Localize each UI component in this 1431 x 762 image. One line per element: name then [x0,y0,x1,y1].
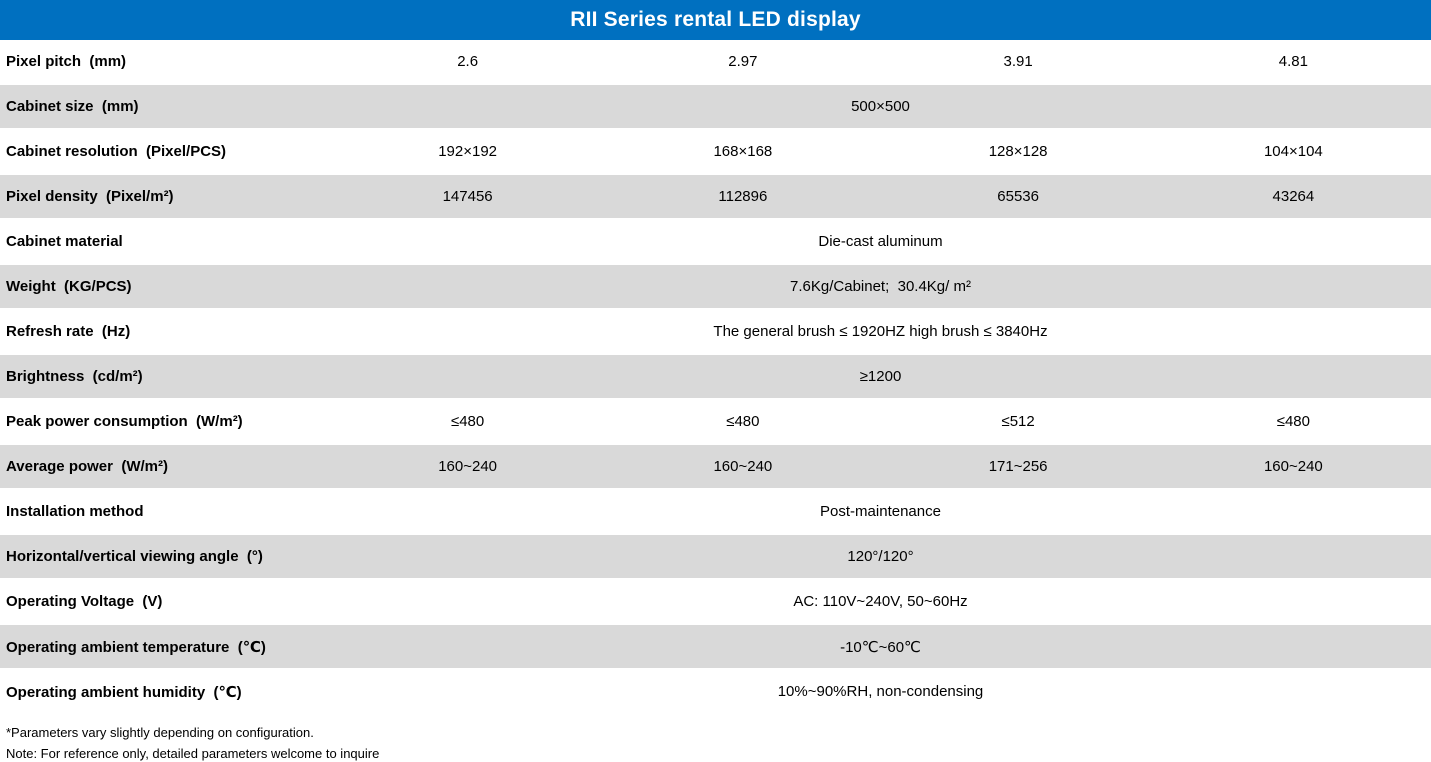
row-value: 168×168 [713,143,773,160]
row-label: Pixel pitch (mm) [6,53,127,70]
table-row: Installation method Post-maintenance [0,490,1431,535]
row-label: Brightness (cd/m²) [6,368,143,385]
page-title: RII Series rental LED display [570,8,861,31]
row-label: Installation method [6,503,144,520]
table-row: Operating Voltage (V) AC: 110V~240V, 50~6… [0,580,1431,625]
table-row: Average power (W/m²) 160~240 160~240 171~25… [0,445,1431,490]
row-label: Operating ambient temperature (℃) [6,638,266,656]
table-row: Cabinet resolution (Pixel/PCS) 192×192 168… [0,130,1431,175]
row-label: Operating Voltage (V) [6,593,163,610]
row-value: 171~256 [988,458,1048,475]
footnotes: *Parameters vary slightly depending on c… [0,715,1431,762]
table-row: Pixel pitch (mm) 2.6 2.97 3.91 4.81 [0,40,1431,85]
table-row: Operating ambient temperature (℃) -10℃~60… [0,625,1431,670]
row-value: 112896 [718,188,768,205]
row-value: ≤512 [1001,413,1035,430]
row-value: 2.6 [457,53,479,70]
row-value: 104×104 [1263,143,1323,160]
row-span-value: -10℃~60℃ [840,638,921,656]
row-span-value: 10%~90%RH, non-condensing [777,683,984,700]
row-label: Pixel density (Pixel/m²) [6,188,174,205]
table-row: Peak power consumption (W/m²) ≤480 ≤480 ≤51… [0,400,1431,445]
row-value: 2.97 [728,53,758,70]
row-value: 3.91 [1003,53,1033,70]
row-span-value: 7.6Kg/Cabinet; 30.4Kg/ m² [790,278,971,295]
row-label: Cabinet size (mm) [6,98,139,115]
row-label: Operating ambient humidity (℃) [6,683,242,701]
row-value: 128×128 [988,143,1048,160]
row-value: 65536 [997,188,1039,205]
row-value: 160~240 [438,458,498,475]
row-label: Weight (KG/PCS) [6,278,132,295]
table-row: Refresh rate (Hz) The general brush ≤ 192… [0,310,1431,355]
row-value: 43264 [1272,188,1315,205]
row-value: 147456 [442,188,493,205]
row-label: Refresh rate (Hz) [6,323,131,340]
row-value: 160~240 [713,458,773,475]
table-row: Cabinet material Die-cast aluminum [0,220,1431,265]
row-value: ≤480 [450,413,485,430]
row-label: Horizontal/vertical viewing angle (°) [6,548,263,565]
row-span-value: 500×500 [851,98,910,115]
row-label: Average power (W/m²) [6,458,168,475]
table-row: Operating ambient humidity (℃) 10%~90%RH,… [0,670,1431,715]
table-title-bar: RII Series rental LED display [0,0,1431,40]
row-span-value: 120°/120° [847,548,914,565]
row-span-value: ≥1200 [859,368,902,385]
row-span-value: AC: 110V~240V, 50~60Hz [793,593,968,610]
table-row: Pixel density (Pixel/m²) 147456 112896 6553… [0,175,1431,220]
row-label: Cabinet resolution (Pixel/PCS) [6,143,227,160]
footnote-reference-note: Note: For reference only, detailed param… [6,746,380,761]
row-span-value: The general brush ≤ 1920HZ high brush ≤ … [713,323,1048,340]
row-label: Cabinet material [6,233,123,250]
spec-table: Pixel pitch (mm) 2.6 2.97 3.91 4.81 Cabinet s… [0,40,1431,715]
table-row: Cabinet size (mm) 500×500 [0,85,1431,130]
row-value: ≤480 [1276,413,1310,430]
table-row: Brightness (cd/m²) ≥1200 [0,355,1431,400]
row-span-value: Die-cast aluminum [818,233,943,250]
table-row: Horizontal/vertical viewing angle (°) 120… [0,535,1431,580]
table-row: Weight (KG/PCS) 7.6Kg/Cabinet; 30.4Kg/ m² [0,265,1431,310]
footnote-parameters-note: *Parameters vary slightly depending on c… [6,725,314,740]
row-value: ≤480 [726,413,760,430]
row-value: 192×192 [438,143,498,160]
row-value: 160~240 [1263,458,1323,475]
row-span-value: Post-maintenance [820,503,941,520]
row-label: Peak power consumption (W/m²) [6,413,243,430]
row-value: 4.81 [1278,53,1308,70]
